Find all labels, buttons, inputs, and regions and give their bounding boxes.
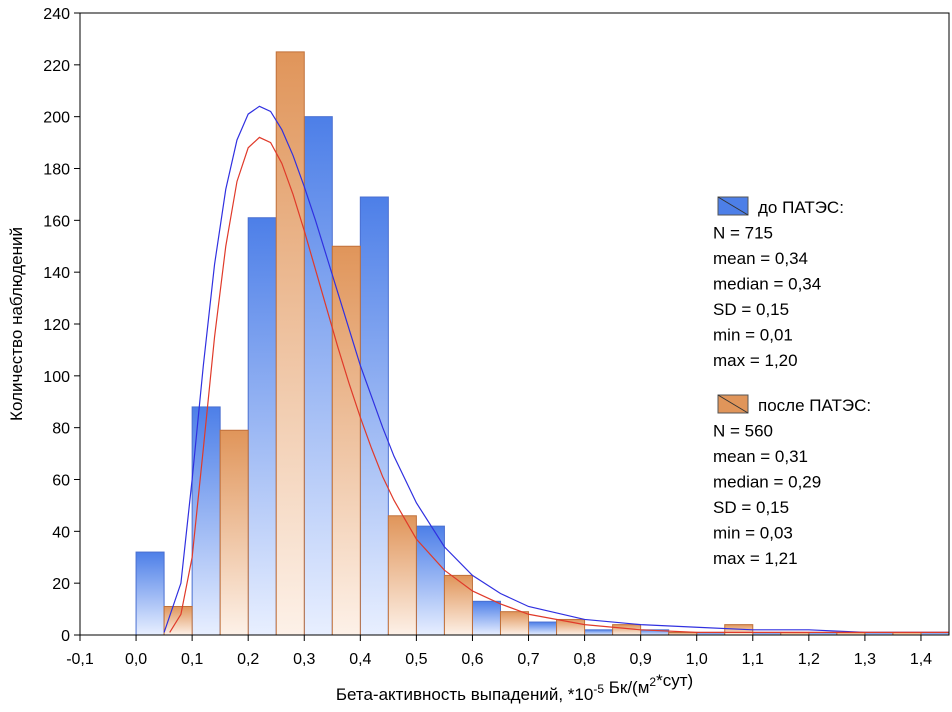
x-tick-label-4: 0,3 [293, 651, 315, 668]
bar-series-1-4 [359, 196, 389, 636]
bars-layer [135, 51, 950, 636]
x-axis-title: Бета-активность выпадений, *10-5 Бк/(м2*… [336, 671, 693, 704]
x-tick-label-8: 0,7 [517, 651, 539, 668]
bar-series-2-3 [331, 245, 361, 636]
x-tick-label-14: 1,3 [854, 651, 876, 668]
x-tick-label-6: 0,5 [405, 651, 427, 668]
legend-swatch-diagonal-2 [717, 394, 749, 414]
y-tick-label-5: 100 [43, 369, 70, 386]
legend: до ПАТЭС: N = 715 mean = 0,34 median = 0,34… [713, 196, 871, 568]
legend-stat-2-3: SD = 0,15 [713, 498, 789, 517]
bar-series-1-7 [528, 621, 558, 636]
x-tick-label-15: 1,4 [910, 651, 932, 668]
legend-stat-2-5: max = 1,21 [713, 549, 798, 568]
legend-name-2: после ПАТЭС: [758, 396, 871, 415]
fit-curve-series-2 [169, 136, 949, 634]
legend-stat-1-3: SD = 0,15 [713, 300, 789, 319]
y-tick-label-0: 0 [61, 628, 70, 645]
bar-series-1-3 [303, 116, 333, 636]
bar-series-2-4 [387, 515, 417, 636]
bar-series-2-1 [219, 429, 249, 636]
bar-series-1-5 [415, 525, 445, 636]
y-tick-label-4: 80 [52, 421, 70, 438]
x-tick-label-13: 1,2 [798, 651, 820, 668]
bar-series-2-2 [275, 51, 305, 636]
legend-stat-1-5: max = 1,20 [713, 351, 798, 370]
x-tick-label-9: 0,8 [573, 651, 595, 668]
x-tick-label-10: 0,9 [630, 651, 652, 668]
y-tick-label-8: 160 [43, 213, 70, 230]
legend-stat-2-2: median = 0,29 [713, 473, 821, 492]
legend-stat-2-1: mean = 0,31 [713, 447, 808, 466]
y-tick-label-6: 120 [43, 317, 70, 334]
bar-series-2-0 [163, 605, 193, 636]
bar-series-1-2 [247, 217, 277, 636]
legend-stat-2-4: min = 0,03 [713, 524, 793, 543]
legend-swatch-diagonal-1 [717, 196, 749, 216]
bar-series-1-0 [135, 551, 165, 636]
legend-stat-1-2: median = 0,34 [713, 275, 821, 294]
bar-series-2-6 [499, 611, 530, 636]
y-tick-label-2: 40 [52, 524, 70, 541]
y-tick-label-11: 220 [43, 58, 70, 75]
bar-series-1-1 [191, 406, 221, 636]
y-tick-label-3: 60 [52, 473, 70, 490]
x-tick-label-2: 0,1 [181, 651, 203, 668]
x-tick-label-0: -0,1 [66, 651, 94, 668]
y-tick-label-1: 20 [52, 576, 70, 593]
x-tick-label-3: 0,2 [237, 651, 259, 668]
x-tick-label-11: 1,0 [686, 651, 708, 668]
x-tick-label-1: 0,0 [125, 651, 147, 668]
y-tick-label-9: 180 [43, 162, 70, 179]
legend-stat-1-4: min = 0,01 [713, 326, 793, 345]
y-tick-label-10: 200 [43, 110, 70, 127]
legend-stat-2-0: N = 560 [713, 422, 773, 441]
y-tick-label-7: 140 [43, 265, 70, 282]
fit-curve-series-1 [163, 105, 949, 634]
legend-stat-1-0: N = 715 [713, 224, 773, 243]
legend-name-1: до ПАТЭС: [758, 198, 844, 217]
y-tick-label-12: 240 [43, 6, 70, 23]
x-tick-label-5: 0,4 [349, 651, 371, 668]
legend-stat-1-1: mean = 0,34 [713, 249, 808, 268]
bar-series-1-8 [584, 629, 614, 636]
bar-series-1-6 [471, 600, 501, 636]
axes-layer: -0,1 0,0 0,1 0,2 0,3 0,4 0,5 0,6 0,7 0,8 0,9 1,0 1,1… [7, 6, 950, 704]
x-tick-label-12: 1,1 [742, 651, 764, 668]
y-axis-title: Количество наблюдений [7, 227, 26, 421]
bar-series-2-5 [443, 574, 473, 636]
x-tick-label-7: 0,6 [461, 651, 483, 668]
curves-layer [163, 105, 949, 634]
